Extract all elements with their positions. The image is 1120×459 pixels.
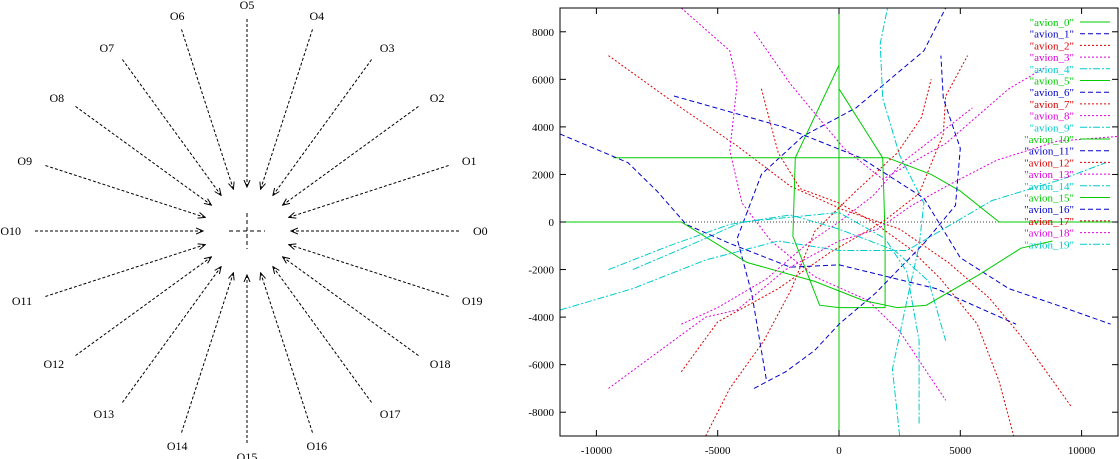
series-line <box>673 95 1111 325</box>
origin-arrow <box>45 245 205 297</box>
legend-label: "avion_14" <box>1024 181 1074 193</box>
origin-label: O19 <box>462 294 483 308</box>
legend-label: "avion_6" <box>1030 87 1074 99</box>
series-line <box>736 8 947 379</box>
series-line <box>613 157 1118 223</box>
series-line <box>705 79 932 436</box>
x-tick-label: 0 <box>836 445 842 457</box>
series-line <box>608 135 1118 389</box>
origin-arrow <box>121 267 221 403</box>
series-line <box>760 88 1015 436</box>
origin-label: O2 <box>430 91 445 105</box>
origin-arrow <box>75 257 212 357</box>
origin-label: O3 <box>380 41 395 55</box>
legend-label: "avion_7" <box>1030 99 1074 111</box>
legend-label: "avion_17" <box>1024 216 1074 228</box>
series-line <box>681 107 973 325</box>
x-tick-label: -10000 <box>581 445 613 457</box>
y-tick-label: -6000 <box>528 360 554 372</box>
series-line <box>560 162 1107 311</box>
origin-arrow <box>181 29 234 189</box>
origin-label: O5 <box>240 0 255 12</box>
series-line <box>608 55 1073 408</box>
origin-label: O13 <box>94 407 115 421</box>
origin-label: O14 <box>167 439 188 453</box>
legend-label: "avion_3" <box>1030 52 1074 64</box>
series-line <box>560 221 1053 309</box>
origin-label: O17 <box>380 407 401 421</box>
x-tick-label: 5000 <box>949 445 972 457</box>
origins-diagram: O0 O1 O2 O3 O4 O5 O6 O7 O8 O9 O10 O11 O12 O13 O14 O15 O1… <box>0 0 488 459</box>
origin-label: O0 <box>473 224 488 238</box>
origin-label: O4 <box>309 9 324 23</box>
y-tick-label: 8000 <box>532 27 555 39</box>
legend-label: "avion_4" <box>1030 64 1074 76</box>
legend-label: "avion_15" <box>1024 193 1074 205</box>
origin-label: O16 <box>306 439 327 453</box>
origin-arrow <box>75 105 212 205</box>
x-tick-label: -5000 <box>705 445 731 457</box>
legend-label: "avion_5" <box>1030 76 1074 88</box>
series-line <box>879 8 925 436</box>
origin-arrow <box>261 29 313 189</box>
origin-label: O9 <box>17 154 32 168</box>
origin-arrow <box>261 273 313 433</box>
series-line <box>608 214 947 342</box>
legend-label: "avion_18" <box>1024 228 1074 240</box>
origin-arrow <box>273 59 373 196</box>
origin-label: O1 <box>462 154 477 168</box>
origin-arrow <box>283 257 419 357</box>
origin-arrow <box>273 267 373 403</box>
origin-arrow <box>121 59 221 196</box>
series-line <box>680 55 969 373</box>
origin-label: O15 <box>237 450 258 459</box>
series-line <box>632 211 920 425</box>
legend-label: "avion_1" <box>1030 29 1074 41</box>
origin-arrow <box>289 165 449 218</box>
legend-label: "avion_16" <box>1024 204 1074 216</box>
legend-label: "avion_8" <box>1030 111 1074 123</box>
legend-label: "avion_2" <box>1030 40 1074 52</box>
origin-label: O6 <box>170 9 185 23</box>
x-tick-label: 10000 <box>1068 445 1096 457</box>
origin-arrow <box>181 273 234 433</box>
legend-label: "avion_10" <box>1024 134 1074 146</box>
series-line <box>753 31 1046 180</box>
origin-arrow <box>45 165 205 218</box>
center-crosshair <box>229 213 265 249</box>
legend-label: "avion_9" <box>1030 122 1074 134</box>
y-tick-label: 2000 <box>532 169 555 181</box>
origin-label: O18 <box>430 357 451 371</box>
y-tick-label: -2000 <box>528 265 554 277</box>
origin-arrow <box>283 105 419 205</box>
series-line <box>560 133 1017 325</box>
origin-label: O8 <box>50 91 65 105</box>
y-tick-label: 6000 <box>532 74 555 86</box>
origin-arrow <box>289 245 449 297</box>
legend-label: "avion_11" <box>1024 146 1074 158</box>
legend-label: "avion_13" <box>1024 169 1074 181</box>
series-line <box>792 64 886 309</box>
y-tick-label: 4000 <box>532 122 555 134</box>
series-line <box>680 8 947 401</box>
origin-label: O7 <box>100 41 115 55</box>
origin-label: O12 <box>44 357 65 371</box>
origin-label: O10 <box>0 224 21 238</box>
y-tick-label: -8000 <box>528 407 554 419</box>
origin-label: O11 <box>12 294 32 308</box>
legend-label: "avion_12" <box>1024 157 1074 169</box>
y-tick-label: 0 <box>549 217 555 229</box>
legend-label: "avion_0" <box>1030 17 1074 29</box>
legend-label: "avion_19" <box>1024 239 1074 251</box>
y-tick-label: -4000 <box>528 312 554 324</box>
